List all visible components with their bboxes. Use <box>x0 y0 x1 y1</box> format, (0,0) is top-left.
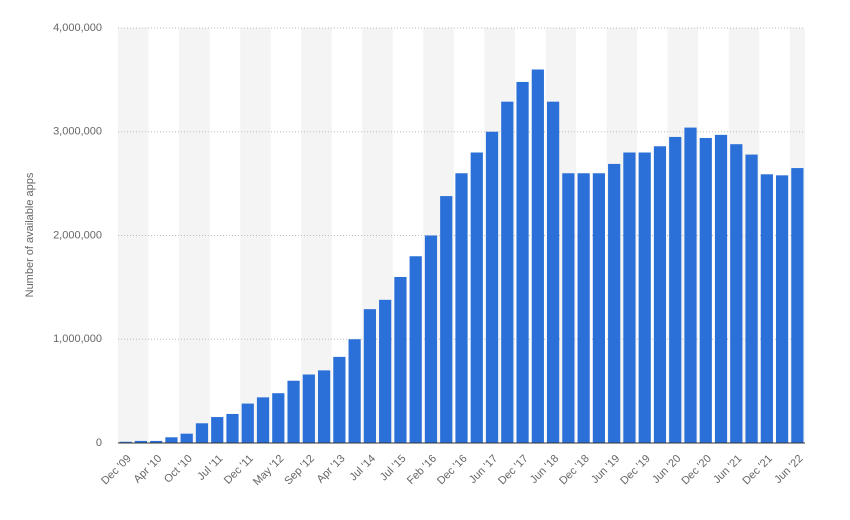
x-tick-label: Jul '14 <box>347 453 378 484</box>
bar <box>745 154 758 443</box>
x-tick-label: Jun '18 <box>528 453 561 486</box>
bar <box>379 299 392 443</box>
x-tick-label: Feb '16 <box>405 453 439 487</box>
x-tick-label: Oct '10 <box>162 453 195 486</box>
bar <box>363 309 377 443</box>
bar <box>119 441 132 443</box>
bar <box>699 137 712 443</box>
bar <box>501 101 514 443</box>
bar <box>272 393 285 443</box>
bar <box>440 196 453 443</box>
bar <box>791 168 804 443</box>
bar <box>546 101 560 443</box>
bar <box>256 397 270 443</box>
bar <box>714 134 728 444</box>
y-tick-label: 1,000,000 <box>53 333 102 345</box>
bar <box>623 152 636 443</box>
bar <box>775 175 789 443</box>
bar <box>241 403 254 443</box>
x-tick-label: Dec '16 <box>435 453 470 488</box>
bar <box>409 256 422 443</box>
bar <box>180 433 193 443</box>
x-tick-label: Dec '19 <box>618 453 653 488</box>
x-tick-label: May '12 <box>251 453 286 488</box>
x-tick-label: Dec '09 <box>99 453 134 488</box>
x-tick-label: Dec '21 <box>740 453 775 488</box>
bar <box>287 380 300 443</box>
x-tick-label: Apr '13 <box>315 453 348 486</box>
bar <box>317 370 331 443</box>
y-axis-label: Number of available apps <box>24 172 36 297</box>
bar <box>348 339 361 443</box>
bar <box>165 437 178 443</box>
bar <box>760 174 773 443</box>
bar <box>562 173 575 443</box>
bar <box>424 235 438 443</box>
bar <box>485 131 499 443</box>
bar <box>653 146 667 443</box>
bar <box>470 152 483 443</box>
bar <box>394 277 407 443</box>
y-tick-label: 3,000,000 <box>53 126 102 138</box>
bar <box>302 374 315 443</box>
x-tick-label: Dec '11 <box>222 453 256 487</box>
bar <box>608 163 621 443</box>
x-tick-label: Jun '20 <box>650 453 683 486</box>
x-tick-label: Jun '21 <box>711 453 744 486</box>
bar <box>226 413 239 443</box>
bar <box>592 173 606 443</box>
x-tick-label: Jun '22 <box>772 453 805 486</box>
bar <box>684 127 697 443</box>
x-tick-label: Dec '17 <box>496 453 531 488</box>
y-tick-label: 2,000,000 <box>53 229 102 241</box>
bar <box>638 152 651 443</box>
bar <box>516 81 529 443</box>
y-tick-label: 0 <box>96 437 102 449</box>
x-tick-label: Apr '10 <box>131 453 164 486</box>
x-tick-label: Dec '20 <box>679 453 714 488</box>
bar <box>150 440 163 443</box>
bar <box>333 356 346 443</box>
bar <box>134 440 148 443</box>
x-tick-label: Sep '12 <box>282 453 317 488</box>
bar <box>195 423 209 443</box>
bar <box>577 173 590 443</box>
bar <box>531 69 544 443</box>
bar <box>669 136 682 443</box>
bar <box>730 144 743 443</box>
bar <box>455 173 468 443</box>
x-tick-label: Jun '19 <box>589 453 622 486</box>
bar <box>211 417 224 443</box>
x-tick-label: Dec '18 <box>557 453 592 488</box>
x-tick-label: Jun '17 <box>467 453 500 486</box>
y-tick-label: 4,000,000 <box>53 22 102 34</box>
